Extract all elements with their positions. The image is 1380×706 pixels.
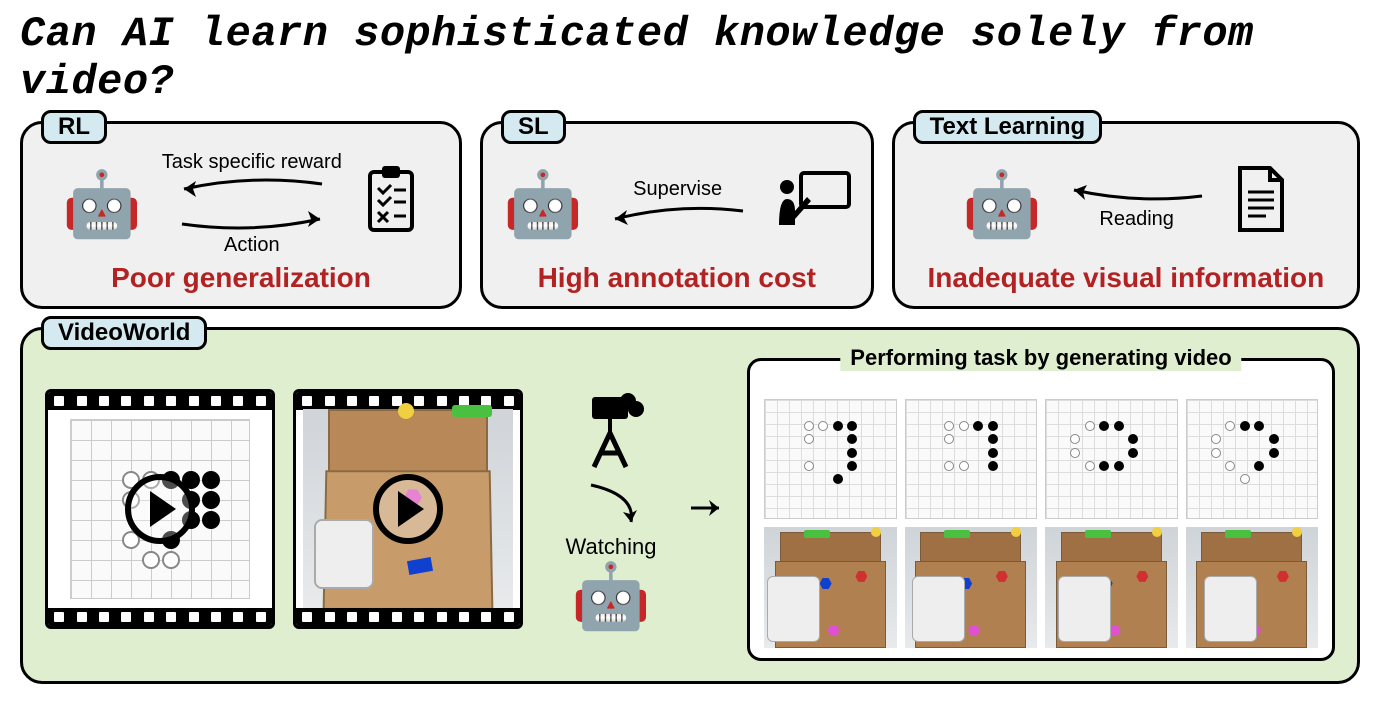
rl-action-label: Action [224,234,280,257]
mini-go-frame [1186,399,1319,519]
generation-title: Performing task by generating video [840,345,1241,371]
film-strip-icon [296,608,520,626]
play-icon [125,474,195,544]
panel-sl: SL 🤖 Supervise High annotation cost [480,121,874,309]
generation-box: Performing task by generating video [747,358,1335,661]
page-title: Can AI learn sophisticated knowledge sol… [20,10,1360,106]
film-desk-video [293,389,523,629]
top-row: RL 🤖 Task specific reward Action [20,121,1360,309]
film-go-video [45,389,275,629]
mini-go-frame [764,399,897,519]
mini-go-frame [1045,399,1178,519]
arrow-left-icon [1062,178,1212,208]
watching-column: Watching 🤖 [541,391,681,628]
panel-label-videoworld: VideoWorld [41,316,207,350]
panel-tl: Text Learning 🤖 Reading [892,121,1360,309]
sl-caption: High annotation cost [538,262,816,294]
mini-desk-frame [1186,527,1319,647]
mini-desk-frame [764,527,897,647]
panel-rl: RL 🤖 Task specific reward Action [20,121,462,309]
film-strip-icon [48,392,272,410]
panel-label-rl: RL [41,110,107,144]
tl-arrow: Reading [1062,178,1212,231]
panel-label-tl: Text Learning [913,110,1103,144]
panel-videoworld: VideoWorld [20,327,1360,684]
sl-supervise-label: Supervise [633,178,722,201]
arrow-left-icon [172,174,332,204]
generation-grid [764,399,1318,648]
arrow-right-icon [689,491,729,528]
watching-label: Watching [566,534,657,560]
camera-icon [576,391,646,476]
robot-icon: 🤖 [62,172,142,236]
rl-arrows: Task specific reward Action [162,151,342,257]
panel-tl-body: 🤖 Reading [915,154,1337,254]
rl-caption: Poor generalization [111,262,371,294]
sl-arrow: Supervise [603,178,753,231]
tl-reading-label: Reading [1099,208,1174,231]
play-icon [373,474,443,544]
robot-icon: 🤖 [503,172,583,236]
mini-go-frame [905,399,1038,519]
mini-desk-frame [1045,527,1178,647]
teacher-icon [773,169,851,239]
robot-icon: 🤖 [571,564,651,628]
tl-caption: Inadequate visual information [927,262,1324,294]
panel-label-sl: SL [501,110,566,144]
panel-rl-body: 🤖 Task specific reward Action [43,154,439,254]
arrow-right-icon [172,204,332,234]
document-icon [1232,164,1290,244]
panel-sl-body: 🤖 Supervise [503,154,851,254]
mini-desk-frame [905,527,1038,647]
film-strip-icon [48,608,272,626]
robot-icon: 🤖 [962,172,1042,236]
arrow-down-icon [571,480,651,530]
rl-reward-label: Task specific reward [162,151,342,174]
arrow-left-icon [603,201,753,231]
clipboard-icon [362,164,420,244]
